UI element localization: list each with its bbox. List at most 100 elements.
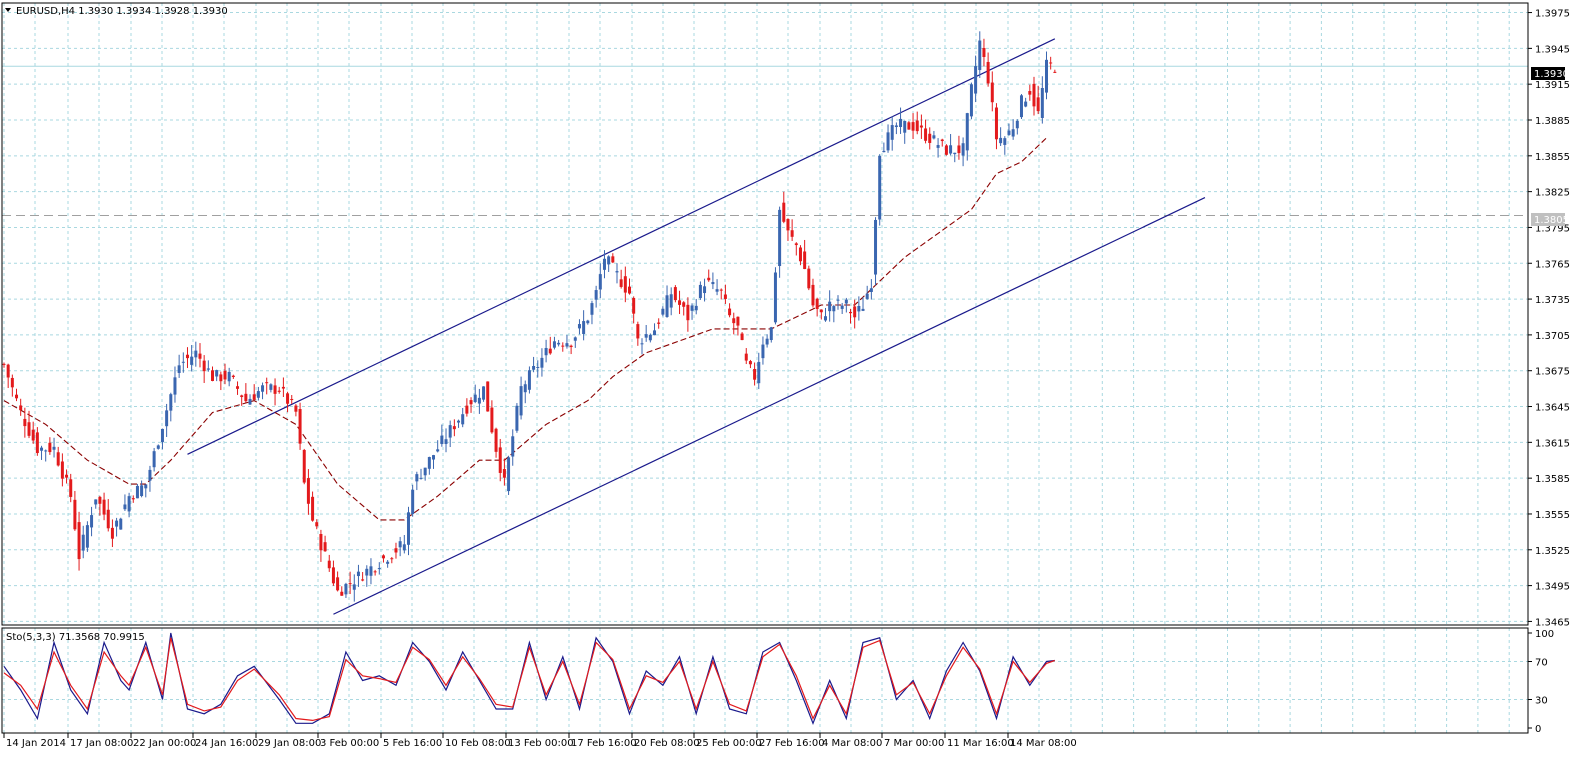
- candle-body: [540, 357, 544, 368]
- candle-body: [790, 230, 794, 237]
- candle-body: [665, 295, 669, 317]
- candle-body: [165, 410, 169, 427]
- candle-body: [819, 309, 823, 313]
- candle-body: [1049, 62, 1053, 64]
- candle-body: [2, 363, 6, 365]
- candle-body: [798, 247, 802, 262]
- candle-body: [886, 132, 890, 151]
- channel-lines-layer: [187, 38, 1206, 615]
- candle-body: [323, 542, 327, 552]
- candle-body: [928, 133, 932, 143]
- candle-body: [507, 457, 511, 492]
- candle-body: [277, 390, 281, 392]
- candle-body: [119, 518, 123, 530]
- candle-body: [590, 303, 594, 315]
- candle-body: [494, 428, 498, 452]
- candle-body: [915, 120, 919, 132]
- candle-body: [978, 40, 982, 71]
- triangle-down-icon[interactable]: [5, 8, 11, 12]
- candle-body: [390, 558, 394, 560]
- candle-body: [173, 377, 177, 395]
- channel-line-upper[interactable]: [187, 38, 1056, 455]
- candle-body: [98, 496, 102, 504]
- candle-body: [648, 334, 652, 341]
- channel-line-lower[interactable]: [333, 197, 1206, 615]
- candle-body: [23, 418, 27, 427]
- candle-body: [486, 381, 490, 412]
- candle-body: [6, 364, 10, 378]
- candle-body: [823, 316, 827, 321]
- candle-body: [594, 290, 598, 300]
- time-tick-label: 4 Mar 08:00: [822, 738, 882, 749]
- current-price-marker: 1.3930: [1531, 67, 1569, 80]
- candle-body: [719, 289, 723, 291]
- candle-body: [602, 258, 606, 270]
- candle-body: [160, 428, 164, 443]
- candle-body: [894, 125, 898, 128]
- candle-body: [452, 426, 456, 430]
- candle-body: [644, 334, 648, 338]
- candle-body: [127, 496, 131, 512]
- candle-body: [469, 400, 473, 405]
- candle-body: [240, 395, 244, 398]
- candle-body: [1028, 91, 1032, 95]
- candles-layer: [2, 31, 1057, 602]
- candle-body: [1040, 88, 1044, 118]
- stochastic-layer: [3, 632, 1055, 725]
- level-label: 1.3805: [1534, 215, 1569, 226]
- candle-body: [932, 135, 936, 139]
- time-tick-label: 24 Jan 16:00: [195, 738, 258, 749]
- candle-body: [81, 534, 85, 551]
- candle-body: [940, 139, 944, 142]
- candle-body: [394, 548, 398, 553]
- candle-body: [148, 469, 152, 481]
- candle-body: [381, 555, 385, 559]
- candle-body: [598, 274, 602, 290]
- candle-body: [402, 544, 406, 551]
- candle-body: [532, 365, 536, 370]
- candle-body: [536, 366, 540, 368]
- candle-body: [661, 308, 665, 315]
- moving-average-line: [3, 137, 1047, 521]
- candle-body: [836, 299, 840, 301]
- candle-body: [436, 449, 440, 452]
- candle-body: [678, 300, 682, 305]
- candle-body: [986, 61, 990, 84]
- candle-body: [782, 202, 786, 222]
- price-tick-label: 1.3495: [1535, 582, 1570, 593]
- candle-body: [765, 338, 769, 345]
- candle-body: [169, 394, 173, 411]
- time-tick-label: 5 Feb 16:00: [383, 738, 442, 749]
- candle-body: [619, 279, 623, 287]
- price-tick-label: 1.3825: [1535, 188, 1570, 199]
- candle-body: [473, 394, 477, 403]
- candle-body: [432, 455, 436, 460]
- candle-body: [31, 429, 35, 441]
- price-tick-label: 1.3855: [1535, 152, 1570, 163]
- candle-body: [123, 504, 127, 510]
- candle-body: [569, 345, 573, 348]
- candle-body: [707, 277, 711, 281]
- candle-body: [628, 286, 631, 294]
- time-tick-label: 27 Feb 16:00: [759, 738, 825, 749]
- sto-tick-label: 0: [1535, 724, 1541, 735]
- candle-body: [878, 155, 882, 220]
- candle-body: [965, 113, 969, 151]
- indicator-title: Sto(5,3,3) 71.3568 70.9915: [6, 632, 145, 643]
- candle-body: [527, 370, 531, 390]
- candle-body: [911, 122, 915, 131]
- candle-body: [853, 306, 857, 318]
- candle-body: [811, 284, 815, 306]
- candle-body: [331, 567, 335, 584]
- candle-body: [181, 361, 185, 363]
- time-tick-label: 29 Jan 08:00: [258, 738, 321, 749]
- candle-body: [573, 337, 577, 341]
- time-tick-label: 10 Feb 08:00: [445, 738, 511, 749]
- candle-body: [936, 145, 940, 148]
- candle-body: [740, 333, 744, 341]
- candle-body: [236, 386, 240, 389]
- candle-body: [732, 318, 736, 324]
- candle-body: [957, 145, 961, 154]
- candle-body: [340, 591, 344, 596]
